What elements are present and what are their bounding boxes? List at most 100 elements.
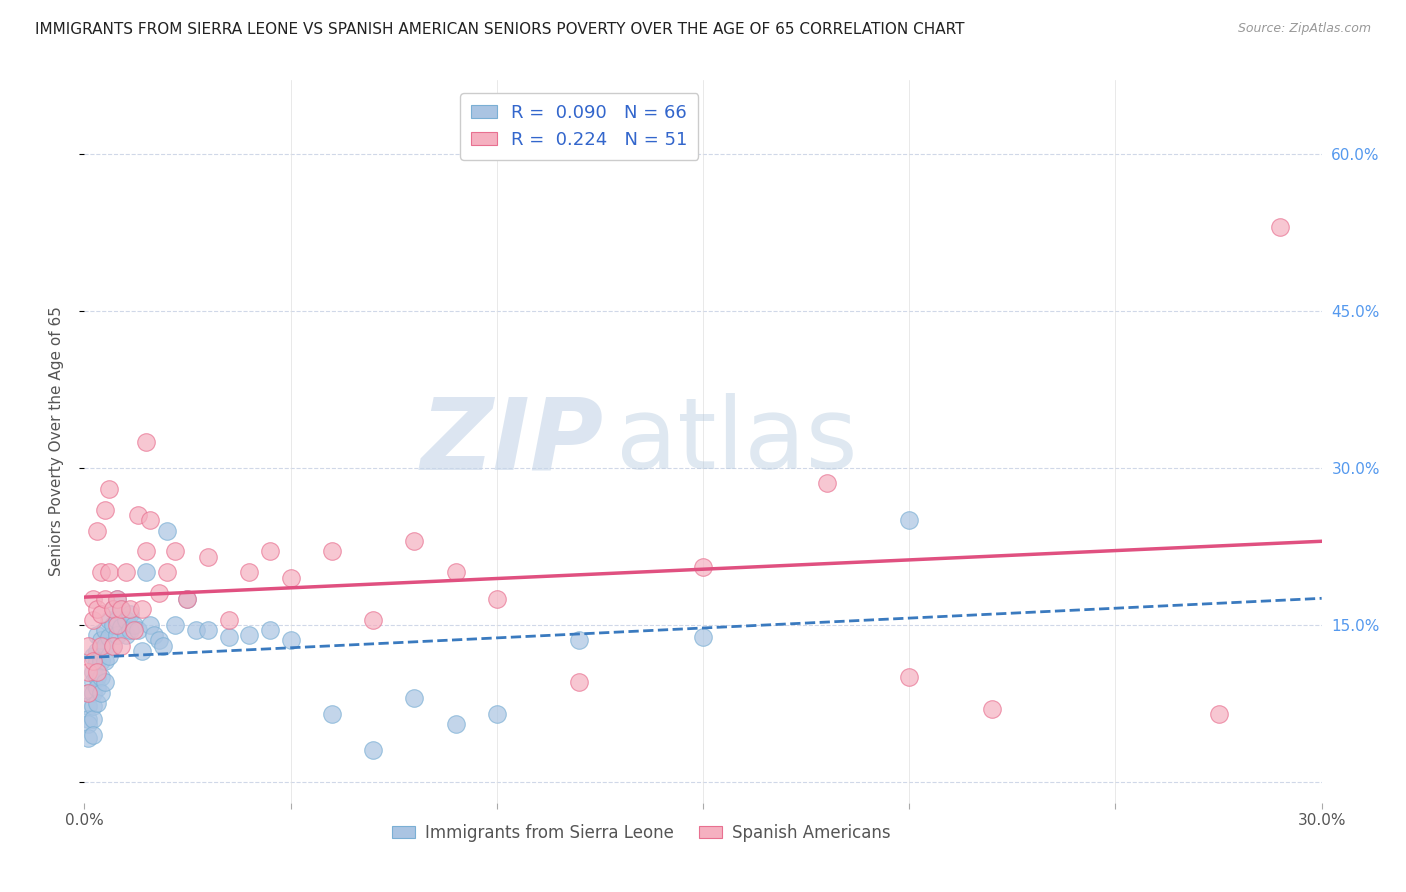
Point	[82, 591, 104, 606]
Point	[361, 613, 384, 627]
Point	[82, 728, 104, 742]
Text: Source: ZipAtlas.com: Source: ZipAtlas.com	[1237, 22, 1371, 36]
Point	[692, 560, 714, 574]
Point	[86, 602, 108, 616]
Legend: Immigrants from Sierra Leone, Spanish Americans: Immigrants from Sierra Leone, Spanish Am…	[385, 817, 897, 848]
Text: atlas: atlas	[616, 393, 858, 490]
Point	[238, 566, 260, 580]
Point	[82, 712, 104, 726]
Point	[105, 613, 128, 627]
Point	[135, 544, 157, 558]
Point	[94, 502, 117, 516]
Point	[103, 639, 125, 653]
Point	[86, 670, 108, 684]
Point	[815, 476, 838, 491]
Text: IMMIGRANTS FROM SIERRA LEONE VS SPANISH AMERICAN SENIORS POVERTY OVER THE AGE OF: IMMIGRANTS FROM SIERRA LEONE VS SPANISH …	[35, 22, 965, 37]
Point	[110, 639, 132, 653]
Point	[259, 623, 281, 637]
Y-axis label: Seniors Poverty Over the Age of 65: Seniors Poverty Over the Age of 65	[49, 307, 63, 576]
Point	[1270, 219, 1292, 234]
Point	[103, 602, 125, 616]
Point	[94, 655, 117, 669]
Point	[82, 649, 104, 664]
Point	[898, 513, 921, 527]
Point	[90, 686, 112, 700]
Point	[94, 675, 117, 690]
Point	[77, 665, 100, 679]
Point	[86, 665, 108, 679]
Point	[143, 628, 166, 642]
Point	[77, 717, 100, 731]
Point	[118, 623, 141, 637]
Point	[110, 602, 132, 616]
Point	[94, 623, 117, 637]
Point	[568, 633, 591, 648]
Point	[361, 743, 384, 757]
Point	[184, 623, 207, 637]
Point	[77, 731, 100, 745]
Point	[485, 706, 508, 721]
Point	[77, 712, 100, 726]
Point	[90, 655, 112, 669]
Point	[280, 571, 302, 585]
Point	[692, 631, 714, 645]
Point	[197, 623, 219, 637]
Point	[218, 631, 240, 645]
Point	[568, 675, 591, 690]
Point	[404, 691, 426, 706]
Point	[82, 655, 104, 669]
Point	[86, 628, 108, 642]
Point	[77, 699, 100, 714]
Point	[122, 623, 145, 637]
Point	[77, 639, 100, 653]
Point	[105, 617, 128, 632]
Point	[90, 607, 112, 622]
Point	[86, 524, 108, 538]
Point	[238, 628, 260, 642]
Point	[197, 549, 219, 564]
Point	[86, 696, 108, 710]
Point	[82, 686, 104, 700]
Point	[321, 706, 343, 721]
Point	[90, 639, 112, 653]
Point	[135, 566, 157, 580]
Point	[118, 607, 141, 622]
Point	[114, 628, 136, 642]
Point	[98, 482, 121, 496]
Point	[280, 633, 302, 648]
Point	[444, 717, 467, 731]
Point	[131, 644, 153, 658]
Point	[485, 591, 508, 606]
Point	[259, 544, 281, 558]
Point	[156, 524, 179, 538]
Point	[86, 655, 108, 669]
Point	[404, 534, 426, 549]
Point	[114, 613, 136, 627]
Point	[103, 617, 125, 632]
Point	[321, 544, 343, 558]
Point	[77, 686, 100, 700]
Point	[105, 591, 128, 606]
Text: ZIP: ZIP	[420, 393, 605, 490]
Point	[165, 617, 187, 632]
Point	[118, 602, 141, 616]
Point	[90, 633, 112, 648]
Point	[165, 544, 187, 558]
Point	[90, 670, 112, 684]
Point	[103, 639, 125, 653]
Point	[148, 633, 170, 648]
Point	[82, 675, 104, 690]
Point	[148, 586, 170, 600]
Point	[139, 617, 162, 632]
Point	[86, 681, 108, 695]
Point	[98, 566, 121, 580]
Point	[131, 602, 153, 616]
Point	[82, 665, 104, 679]
Point	[82, 699, 104, 714]
Point	[103, 602, 125, 616]
Point	[139, 513, 162, 527]
Point	[90, 566, 112, 580]
Point	[110, 602, 132, 616]
Point	[1208, 706, 1230, 721]
Point	[110, 620, 132, 634]
